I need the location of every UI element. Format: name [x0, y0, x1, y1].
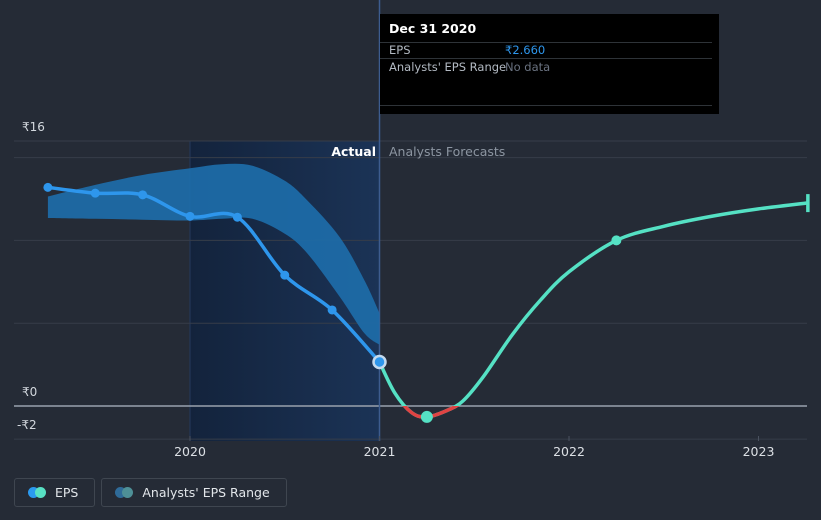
tooltip-date-title: Dec 31 2020: [380, 14, 712, 43]
eps-data-point[interactable]: [91, 189, 100, 198]
tooltip-range-label: Analysts' EPS Range: [389, 59, 506, 76]
tooltip-row-eps: EPS ₹2.660: [380, 43, 712, 59]
eps-data-point[interactable]: [43, 183, 52, 192]
legend-analysts-range-button[interactable]: Analysts' EPS Range: [101, 478, 286, 507]
x-axis-label-2023: 2023: [743, 444, 775, 459]
x-axis-label-2022: 2022: [553, 444, 585, 459]
eps-chart-panel: ₹16 ₹0 -₹2 2020 2021 2022 2023 Actual An…: [0, 0, 821, 520]
x-axis-label-2021: 2021: [364, 444, 396, 459]
selected-point-marker[interactable]: [374, 356, 386, 368]
tooltip-eps-label: EPS: [389, 43, 411, 58]
eps-legend-icon: [28, 487, 46, 498]
forecast-data-point[interactable]: [421, 411, 433, 423]
eps-data-point[interactable]: [186, 212, 195, 221]
y-axis-label-0: ₹0: [22, 385, 37, 399]
forecast-data-point[interactable]: [611, 235, 621, 245]
legend-eps-label: EPS: [55, 485, 78, 500]
eps-data-point[interactable]: [138, 190, 147, 199]
y-axis-label-16: ₹16: [22, 120, 45, 134]
forecast-section-label: Analysts Forecasts: [389, 144, 505, 159]
legend-analysts-range-label: Analysts' EPS Range: [142, 485, 269, 500]
tooltip-bottom-divider: [380, 105, 712, 106]
tooltip-row-range: Analysts' EPS Range No data: [380, 59, 712, 76]
eps-forecast-negative-segment: [380, 203, 806, 417]
legend-eps-button[interactable]: EPS: [14, 478, 95, 507]
tooltip-range-value: No data: [505, 59, 550, 76]
eps-data-point[interactable]: [328, 305, 337, 314]
eps-data-point[interactable]: [233, 213, 242, 222]
eps-forecast-line: [380, 203, 806, 417]
tooltip-eps-value: ₹2.660: [505, 43, 545, 58]
analysts-range-legend-icon: [115, 487, 133, 498]
legend: EPS Analysts' EPS Range: [14, 478, 287, 507]
x-axis-label-2020: 2020: [174, 444, 206, 459]
y-axis-label-neg2: -₹2: [17, 418, 37, 432]
tooltip: Dec 31 2020 EPS ₹2.660 Analysts' EPS Ran…: [380, 14, 719, 114]
actual-section-label: Actual: [331, 144, 376, 159]
eps-data-point[interactable]: [280, 271, 289, 280]
